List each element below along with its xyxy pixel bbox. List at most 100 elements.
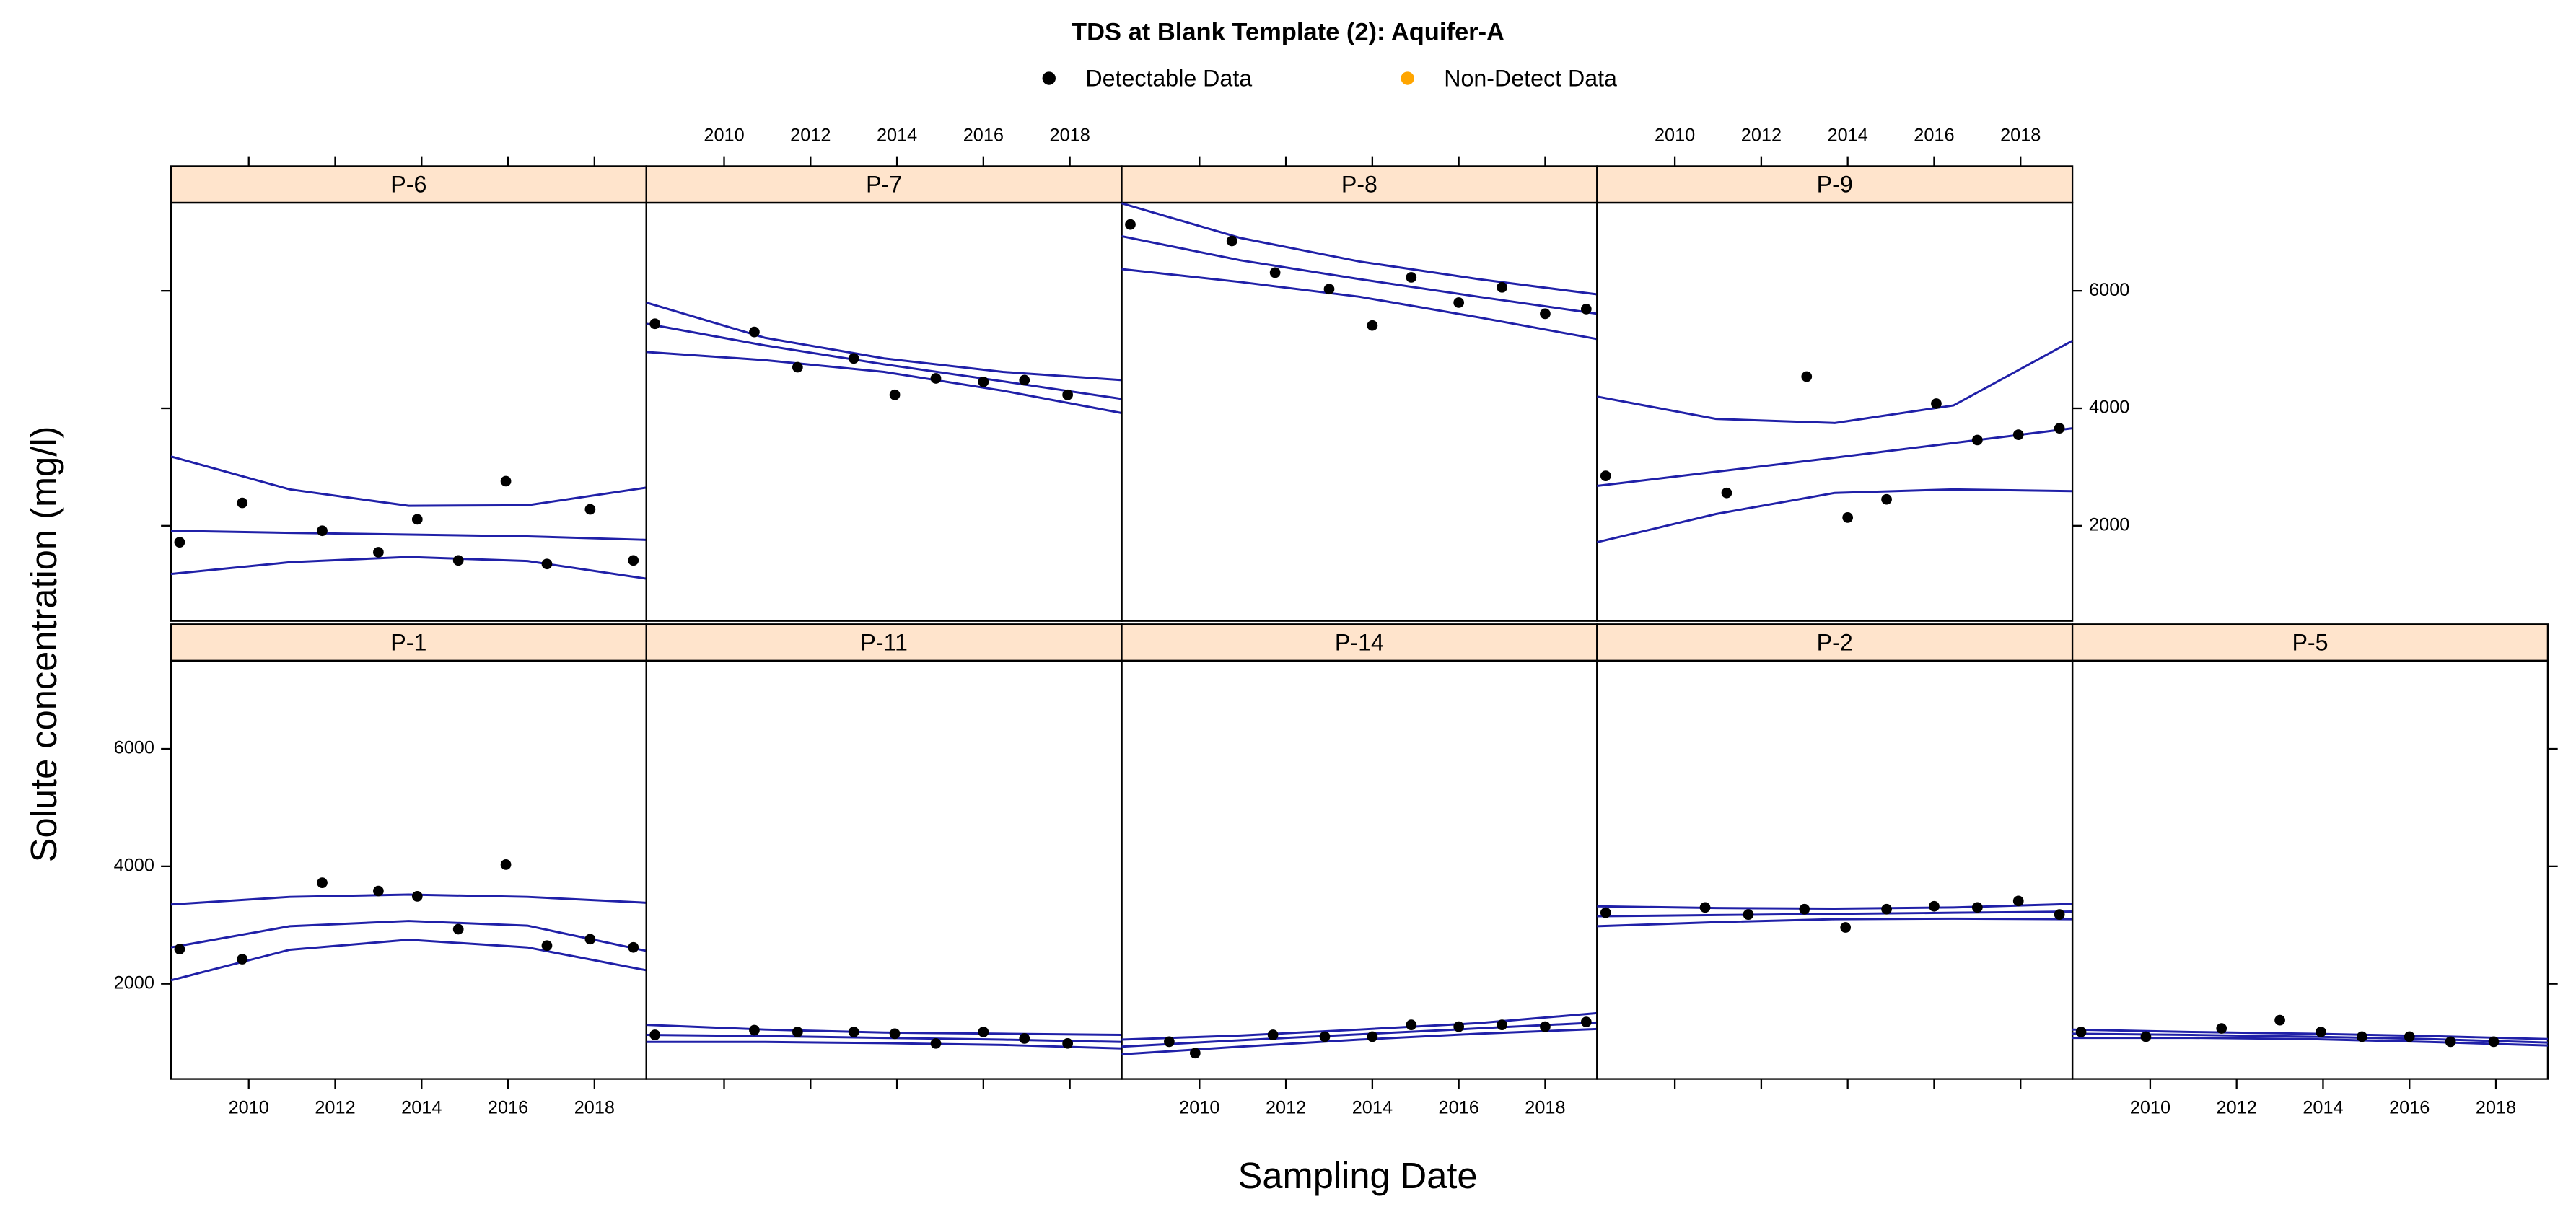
fit-line	[1121, 202, 1598, 296]
data-point	[1540, 308, 1551, 320]
y-tick-label: 6000	[2089, 280, 2129, 300]
data-point	[1189, 1048, 1201, 1059]
fit-line	[170, 893, 647, 906]
x-tick-label: 2018	[574, 1098, 615, 1118]
fit-line	[170, 455, 647, 507]
x-tick-label: 2012	[1266, 1098, 1306, 1118]
panel	[645, 201, 1123, 622]
data-point	[1367, 320, 1378, 331]
data-point	[541, 558, 553, 570]
panel-title: P-5	[2292, 629, 2328, 655]
data-point	[1125, 219, 1136, 230]
data-point	[1840, 922, 1852, 933]
x-tick-label: 2012	[790, 126, 831, 146]
fit-line	[1121, 1011, 1598, 1041]
data-point	[1600, 470, 1611, 481]
panel	[1121, 201, 1598, 622]
data-point	[1367, 1031, 1378, 1042]
data-point	[1019, 374, 1030, 386]
data-point	[1881, 493, 1892, 505]
data-point	[2404, 1031, 2415, 1042]
panel-title: P-14	[1335, 629, 1384, 655]
fit-line	[646, 351, 1122, 414]
data-point	[2075, 1027, 2087, 1037]
data-point	[1881, 903, 1892, 915]
fit-line	[2072, 1032, 2548, 1044]
x-tick-label: 2010	[229, 1098, 269, 1118]
data-point	[649, 1029, 661, 1040]
fit-line	[646, 1040, 1122, 1050]
x-axis-label: Sampling Date	[1238, 1155, 1478, 1196]
panel	[645, 659, 1123, 1080]
data-point	[1971, 902, 1983, 913]
data-point	[792, 1027, 803, 1037]
data-point	[1540, 1021, 1551, 1032]
data-point	[174, 537, 185, 548]
data-point	[2054, 909, 2065, 920]
data-point	[649, 318, 661, 330]
y-tick-label: 6000	[114, 738, 154, 758]
data-point	[1226, 235, 1237, 247]
data-point	[889, 389, 901, 400]
fit-line	[1597, 427, 2073, 487]
data-point	[317, 525, 328, 537]
data-point	[2488, 1036, 2500, 1048]
panel-title: P-9	[1817, 172, 1853, 198]
x-tick-label: 2010	[704, 126, 744, 146]
panel-title: P-8	[1341, 172, 1377, 198]
data-point	[889, 1028, 901, 1040]
y-tick-label: 2000	[2089, 514, 2129, 535]
x-tick-label: 2010	[1655, 126, 1695, 146]
x-tick-label: 2018	[2000, 126, 2041, 146]
data-point	[2316, 1027, 2326, 1037]
fit-line	[1597, 917, 2073, 928]
panel	[2071, 659, 2549, 1080]
panel	[1596, 659, 2074, 1080]
data-point	[2445, 1036, 2456, 1048]
legend-label: Non-Detect Data	[1444, 65, 1617, 91]
data-point	[500, 475, 512, 487]
data-point	[411, 891, 423, 902]
x-tick-label: 2016	[963, 126, 1004, 146]
x-tick-label: 2010	[2130, 1098, 2170, 1118]
data-point	[628, 555, 639, 566]
data-point	[848, 353, 859, 364]
fit-line	[1596, 488, 2073, 544]
fit-line	[1597, 910, 2073, 918]
data-point	[628, 941, 639, 953]
data-point	[452, 555, 464, 566]
x-tick-label: 2014	[2303, 1098, 2343, 1118]
strip	[170, 623, 647, 662]
panel-title: P-11	[860, 629, 908, 655]
data-point	[1971, 434, 1983, 446]
panel	[1596, 201, 2074, 622]
x-tick-label: 2012	[1741, 126, 1782, 146]
fit-line	[1121, 234, 1598, 315]
panel-title: P-7	[866, 172, 902, 198]
y-tick-label: 4000	[114, 856, 154, 876]
x-tick-label: 2014	[1352, 1098, 1393, 1118]
data-point	[237, 497, 248, 509]
data-point	[2216, 1023, 2227, 1034]
data-point	[317, 877, 328, 889]
data-point	[1453, 297, 1465, 308]
x-tick-label: 2014	[877, 126, 917, 146]
data-point	[1269, 267, 1281, 278]
x-tick-label: 2014	[401, 1098, 442, 1118]
fit-line	[646, 1024, 1122, 1037]
strip	[1596, 165, 2074, 204]
panel-title: P-2	[1817, 629, 1853, 655]
data-point	[373, 547, 384, 558]
panel	[170, 659, 647, 1080]
data-point	[1497, 281, 1507, 293]
fit-line	[1121, 268, 1598, 341]
data-point	[237, 954, 248, 965]
data-point	[1600, 907, 1611, 918]
data-point	[1164, 1036, 1175, 1048]
panel-title: P-6	[390, 172, 426, 198]
data-point	[2274, 1014, 2285, 1026]
fit-line	[646, 322, 1122, 400]
data-point	[1267, 1029, 1279, 1040]
fit-line	[170, 939, 647, 982]
